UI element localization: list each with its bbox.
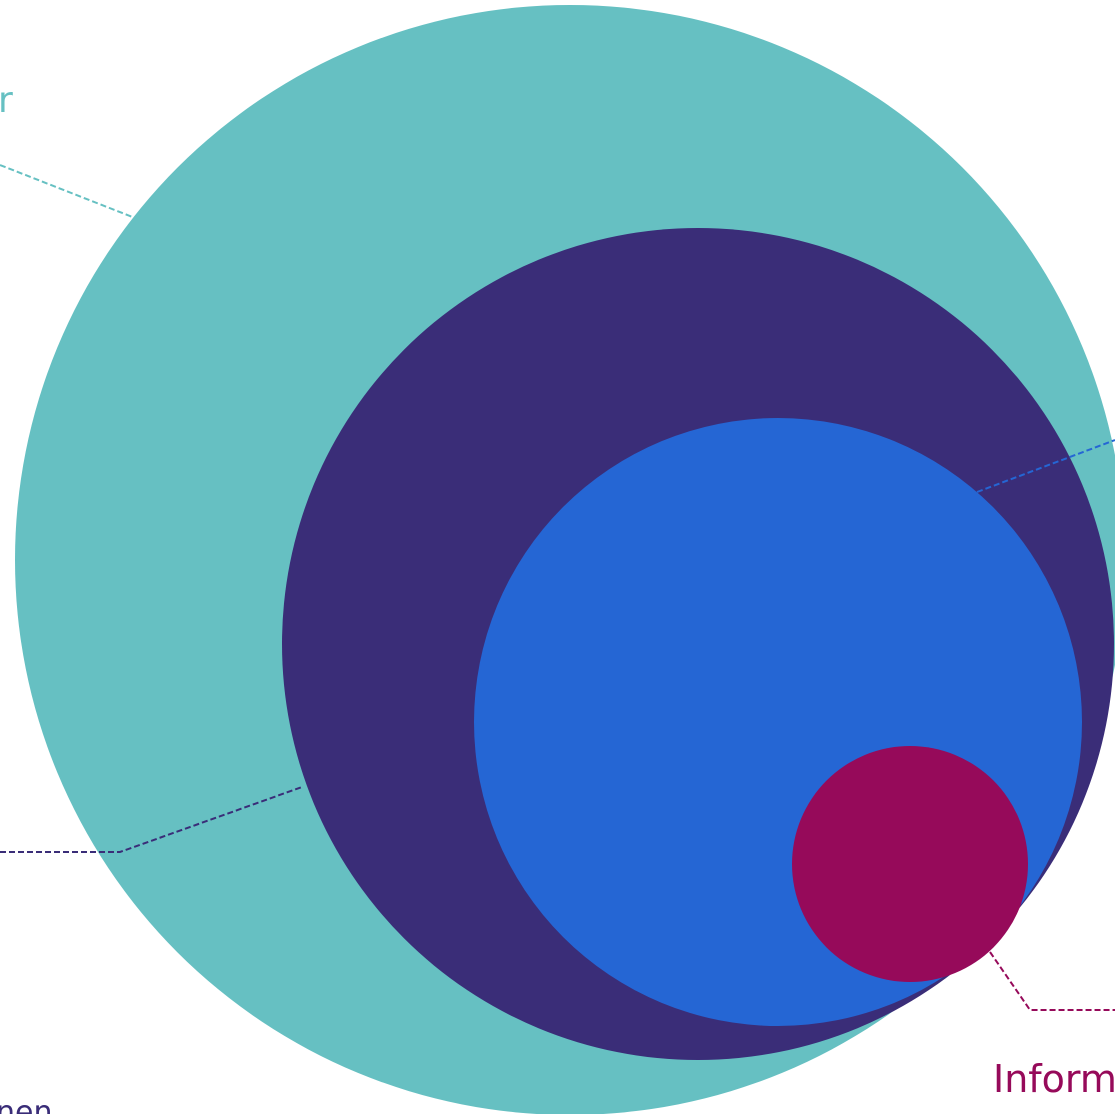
label: r bbox=[0, 80, 13, 121]
label: nen bbox=[0, 1095, 52, 1114]
label: Inform bbox=[993, 1057, 1115, 1101]
leader-line bbox=[976, 439, 1115, 493]
leader-line bbox=[0, 164, 136, 219]
inner-circle bbox=[792, 746, 1028, 982]
leader-line bbox=[989, 951, 1115, 1011]
leader-line bbox=[0, 786, 303, 853]
